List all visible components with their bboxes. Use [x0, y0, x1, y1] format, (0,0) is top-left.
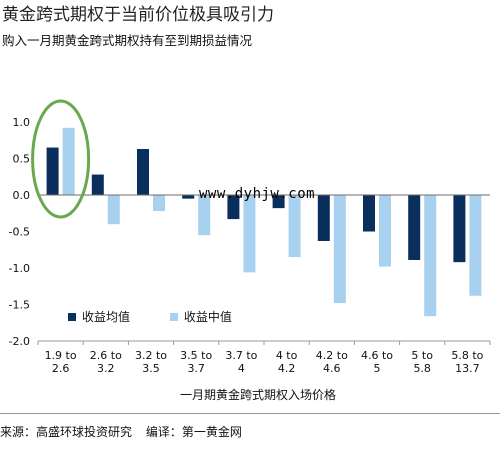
- x-tick-label: 3.2: [97, 362, 115, 375]
- x-tick-label: 4.6: [323, 362, 341, 375]
- x-tick-label: 13.7: [455, 362, 480, 375]
- bar-mean: [137, 149, 149, 195]
- x-tick-label: 2.6: [52, 362, 70, 375]
- bar-mean: [453, 195, 466, 263]
- bar-mean: [46, 147, 59, 195]
- legend-label-mean: 收益均值: [82, 310, 131, 324]
- y-tick-label: 0.0: [13, 189, 31, 202]
- bar-median: [153, 195, 165, 212]
- y-tick-label: -1.5: [9, 299, 30, 312]
- x-tick-label: 1.9 to: [45, 349, 77, 362]
- bar-median: [469, 195, 482, 296]
- bar-median: [243, 195, 256, 273]
- legend-item-median: 收益中值: [169, 308, 232, 325]
- x-tick-label: 4 to: [276, 349, 298, 362]
- bar-median: [288, 195, 301, 258]
- x-tick-label: 2.6 to: [90, 349, 122, 362]
- x-tick-label: 5.8: [413, 362, 431, 375]
- x-tick-label: 3.7 to: [225, 349, 257, 362]
- y-tick-label: -1.0: [9, 262, 30, 275]
- editor-text: 编译：第一黄金网: [145, 425, 242, 439]
- bar-mean: [317, 195, 330, 241]
- y-tick-label: -2.0: [9, 335, 30, 348]
- bar-mean: [91, 174, 104, 195]
- x-tick-label: 3.5 to: [180, 349, 212, 362]
- y-tick-label: 0.5: [13, 153, 31, 166]
- bar-mean: [182, 195, 195, 199]
- bar-median: [198, 195, 211, 236]
- footer-divider: [0, 413, 500, 414]
- y-tick-label: 1.0: [13, 116, 31, 129]
- x-tick-label: 3.7: [187, 362, 205, 375]
- x-tick-label: 3.2 to: [135, 349, 167, 362]
- x-tick-label: 4.2 to: [316, 349, 348, 362]
- legend-swatch-median: [169, 312, 178, 321]
- x-tick-label: 5 to: [411, 349, 433, 362]
- legend-label-median: 收益中值: [183, 310, 232, 324]
- x-tick-label: 3.5: [142, 362, 160, 375]
- bar-mean: [227, 195, 240, 220]
- x-tick-label: 4: [238, 362, 245, 375]
- highlight-ellipse: [31, 99, 91, 219]
- bar-median: [107, 195, 120, 225]
- bar-mean: [272, 195, 285, 209]
- x-axis-label: 一月期黄金跨式期权入场价格: [180, 388, 337, 402]
- bar-median: [62, 127, 75, 195]
- x-tick-label: 4.2: [278, 362, 296, 375]
- bar-median: [424, 195, 437, 317]
- watermark-text: www.dyhjw.com: [199, 186, 316, 202]
- x-tick-label: 5: [374, 362, 381, 375]
- legend-swatch-mean: [68, 312, 76, 321]
- x-tick-label: 4.6 to: [361, 349, 393, 362]
- chart-legend: 收益均值 收益中值: [68, 308, 268, 325]
- x-tick-label: 5.8 to: [451, 349, 483, 362]
- bar-mean: [408, 195, 421, 260]
- legend-item-mean: 收益均值: [68, 308, 130, 325]
- footer: 来源：高盛环球投资研究 编译：第一黄金网: [0, 423, 252, 440]
- bar-median: [379, 195, 391, 267]
- y-tick-label: -0.5: [9, 226, 30, 239]
- bar-median: [333, 195, 346, 304]
- source-text: 来源：高盛环球投资研究: [0, 425, 133, 439]
- chart-subtitle: 购入一月期黄金跨式期权持有至到期损益情况: [2, 33, 253, 48]
- bar-mean: [363, 195, 375, 232]
- chart-title: 黄金跨式期权于当前价位极具吸引力: [2, 5, 274, 25]
